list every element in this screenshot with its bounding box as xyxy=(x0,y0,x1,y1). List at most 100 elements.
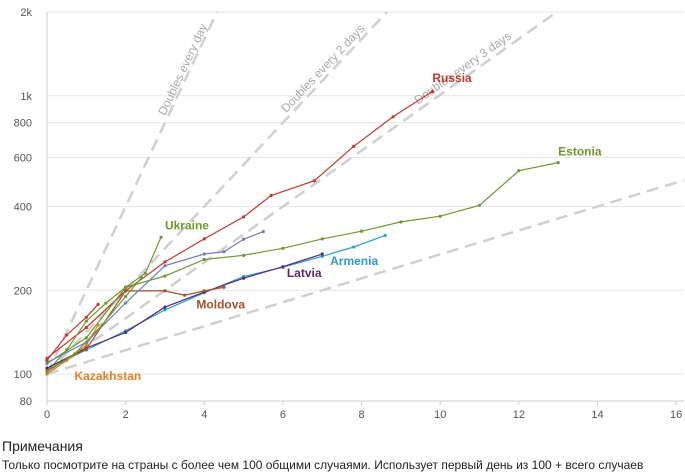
series-labels: Russia Estonia Ukraine Armenia Latvia Moldova… xyxy=(75,71,602,383)
data-point xyxy=(163,274,167,278)
data-point xyxy=(104,301,108,305)
data-point xyxy=(84,325,88,330)
data-point xyxy=(45,366,49,370)
data-point xyxy=(202,289,206,293)
grid-layer xyxy=(47,11,684,402)
data-point xyxy=(352,245,356,249)
data-point xyxy=(143,271,147,275)
axis-layer: 80 100 200 400 600 800 1k 2k 0 2 4 6 8 10 12 14 16 xyxy=(14,7,684,421)
data-point xyxy=(183,293,187,297)
chart: 80 100 200 400 600 800 1k 2k 0 2 4 6 8 10 12 14 16 Doubl… xyxy=(14,7,685,421)
y-tick-label: 200 xyxy=(14,285,32,297)
data-point xyxy=(139,276,143,280)
series-line xyxy=(46,231,264,364)
reference-line xyxy=(45,11,219,375)
notes-text: Только посмотрите на страны с более чем … xyxy=(2,458,644,472)
data-point xyxy=(96,323,100,327)
data-point xyxy=(383,233,387,237)
y-tick-label: 80 xyxy=(20,396,32,408)
data-point xyxy=(269,193,273,198)
data-point xyxy=(72,352,77,356)
series-line xyxy=(46,90,433,359)
data-point xyxy=(320,237,324,241)
data-point xyxy=(100,323,104,327)
chart-svg: 80 100 200 400 600 800 1k 2k 0 2 4 6 8 10 12 14 16 Doubl… xyxy=(14,7,685,421)
y-tick-label: 2k xyxy=(20,7,32,19)
data-point xyxy=(65,348,69,352)
data-point xyxy=(124,289,128,293)
data-point xyxy=(556,161,560,165)
data-point xyxy=(222,285,226,289)
x-tick-label: 4 xyxy=(201,409,207,421)
data-point xyxy=(281,265,285,269)
data-point xyxy=(202,257,206,262)
x-tick-label: 14 xyxy=(591,409,603,421)
data-point xyxy=(352,144,356,148)
data-point xyxy=(517,169,521,173)
data-point xyxy=(163,289,167,293)
data-point xyxy=(163,305,167,309)
notes-section: Примечания Только посмотрите на страны с… xyxy=(2,438,685,472)
y-tick-label: 600 xyxy=(14,152,32,164)
data-point xyxy=(124,301,128,305)
data-point xyxy=(124,285,128,289)
data-point xyxy=(96,302,100,306)
y-tick-label: 100 xyxy=(14,369,32,381)
data-point xyxy=(163,264,167,268)
series-label: Russia xyxy=(432,71,472,85)
x-tick-label: 8 xyxy=(359,409,365,421)
data-point xyxy=(84,315,88,319)
data-point xyxy=(84,336,88,340)
x-tick-label: 2 xyxy=(123,409,129,421)
data-point xyxy=(124,294,128,299)
series-line xyxy=(46,162,559,365)
data-point xyxy=(320,254,324,258)
data-point xyxy=(359,229,364,233)
data-point xyxy=(84,347,88,351)
data-point xyxy=(312,179,316,183)
data-point xyxy=(45,358,49,362)
reference-line-label: Doubles every 2 days xyxy=(278,22,367,116)
data-point xyxy=(399,220,403,224)
reference-line-label: Doubles every day xyxy=(155,22,210,118)
data-point xyxy=(84,319,88,323)
series-label: Armenia xyxy=(330,254,378,268)
x-tick-label: 6 xyxy=(280,409,286,421)
series-layer xyxy=(45,89,560,376)
reference-lines: Doubles every day Doubles every 2 days Dou… xyxy=(45,10,685,376)
data-point xyxy=(84,343,88,347)
reference-line xyxy=(46,178,685,376)
data-point xyxy=(45,372,49,376)
x-tick-label: 12 xyxy=(513,409,525,421)
y-tick-label: 400 xyxy=(14,202,32,214)
data-point xyxy=(430,89,434,94)
data-point xyxy=(242,276,246,280)
reference-line xyxy=(46,11,388,375)
data-point xyxy=(242,237,246,241)
data-point xyxy=(477,203,482,207)
reference-line xyxy=(46,10,558,376)
data-point xyxy=(202,237,206,241)
data-point xyxy=(202,252,206,256)
data-point xyxy=(163,308,167,312)
series-label: Kazakhstan xyxy=(75,369,142,383)
series-label: Ukraine xyxy=(165,219,209,233)
series-label: Moldova xyxy=(196,297,245,311)
data-point xyxy=(124,330,128,335)
series-line xyxy=(46,253,323,369)
y-tick-label: 800 xyxy=(14,118,32,130)
x-tick-label: 10 xyxy=(434,409,446,421)
series-line xyxy=(46,303,99,361)
data-point xyxy=(261,229,265,234)
data-point xyxy=(320,252,324,256)
data-point xyxy=(242,253,246,257)
data-point xyxy=(45,370,49,374)
y-tick-label: 1k xyxy=(20,91,32,103)
data-point xyxy=(65,333,69,337)
data-point xyxy=(438,214,442,218)
x-tick-label: 16 xyxy=(670,409,682,421)
data-point xyxy=(159,235,163,239)
data-point xyxy=(242,215,246,219)
data-point xyxy=(163,260,167,264)
data-point xyxy=(222,250,226,254)
